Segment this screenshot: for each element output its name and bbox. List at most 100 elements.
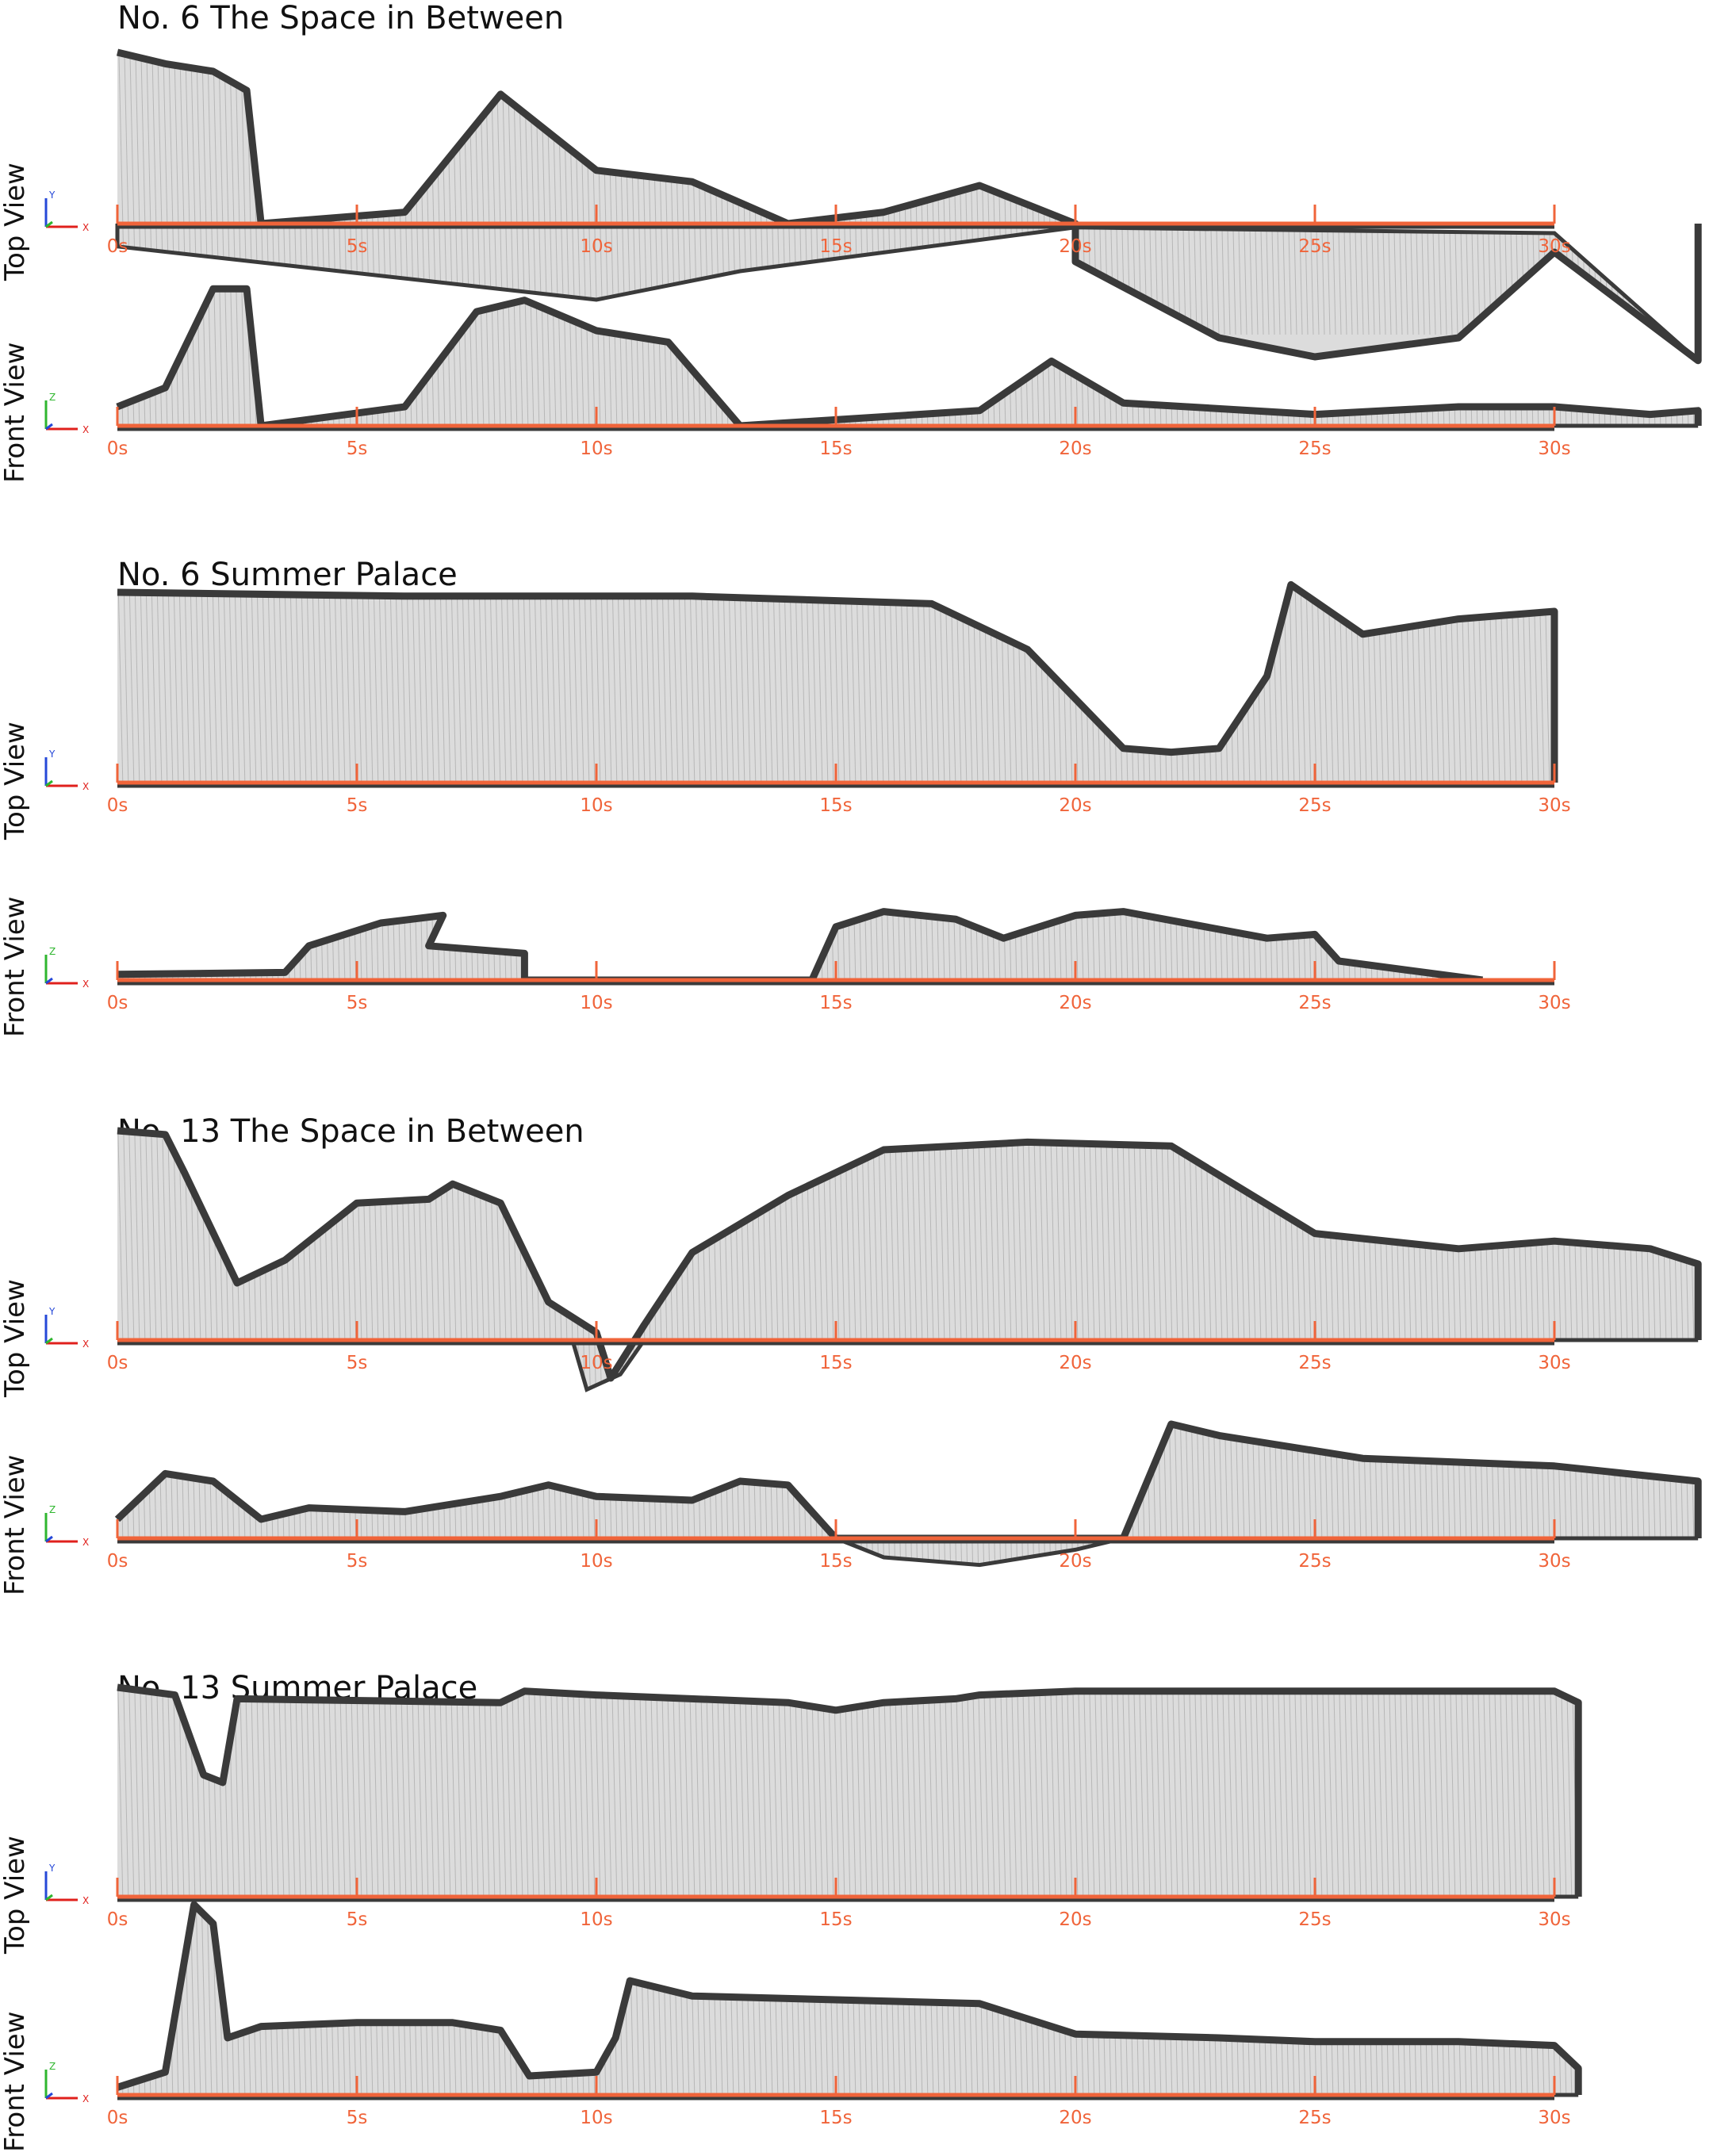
tick-label: 15s (819, 1909, 852, 1930)
horizontal-axis-letter: X (82, 222, 89, 233)
tick-label: 30s (1538, 2108, 1570, 2128)
view-label: Top View (0, 163, 31, 281)
tick-label: 15s (819, 236, 852, 257)
horizontal-axis-letter: X (82, 1338, 89, 1350)
section-title: No. 13 The Space in Between (117, 1113, 584, 1150)
motion-trace-outline (114, 1420, 1702, 1542)
tick-label: 5s (347, 993, 368, 1013)
tick-label: 10s (580, 236, 612, 257)
tick-label: 25s (1298, 795, 1331, 816)
motion-trace-outline (116, 285, 1702, 430)
section-2: No. 6 Summer Palace Top View Y X 0s 5s 10s 15s 2… (0, 557, 1571, 1038)
tick-label: 30s (1538, 795, 1570, 816)
tick-label: 20s (1059, 2108, 1091, 2128)
vertical-axis-letter: Z (49, 392, 56, 403)
tick-label: 10s (580, 1353, 612, 1373)
vertical-axis-letter: Z (49, 1504, 56, 1515)
axis-gizmo-icon: ZX (44, 392, 89, 435)
motion-trace-area (117, 1131, 1699, 1390)
tick-label: 15s (819, 1353, 852, 1373)
top-view-panel: Top View Y X 0s 5s 10s 15s 20s 25s 30s (0, 580, 1571, 841)
tick-label: 5s (347, 2108, 368, 2128)
motion-trace-lower-outline (115, 224, 1700, 362)
tick-label: 0s (107, 795, 128, 816)
tick-label: 25s (1298, 438, 1331, 459)
tick-label: 10s (580, 438, 612, 459)
view-label: Top View (0, 1836, 31, 1955)
tick-label: 20s (1059, 236, 1091, 257)
vertical-axis-letter: Y (48, 1306, 56, 1317)
tick-label: 0s (107, 1909, 128, 1930)
tick-label: 20s (1059, 993, 1091, 1013)
view-label: Top View (0, 1279, 31, 1398)
horizontal-axis-letter: X (82, 424, 89, 435)
axis-gizmo-icon: YX (44, 190, 89, 233)
tick-label: 10s (580, 993, 612, 1013)
tick-label: 30s (1538, 236, 1570, 257)
vertical-axis-letter: Y (48, 190, 56, 201)
horizontal-axis-letter: X (82, 1537, 89, 1548)
view-label: Front View (0, 897, 31, 1038)
vertical-axis-letter: Y (48, 1863, 56, 1874)
section-title: No. 6 The Space in Between (117, 0, 564, 36)
tick-label: 15s (819, 2108, 852, 2128)
tick-label: 25s (1298, 1353, 1331, 1373)
tick-label: 20s (1059, 1353, 1091, 1373)
tick-label: 20s (1059, 438, 1091, 459)
tick-label: 20s (1059, 1551, 1091, 1572)
vertical-axis-letter: Z (49, 946, 56, 957)
tick-label: 30s (1538, 438, 1570, 459)
axis-gizmo-icon: ZX (44, 1504, 89, 1548)
tick-label: 30s (1538, 1909, 1570, 1930)
tick-label: 25s (1298, 2108, 1331, 2128)
view-label: Front View (0, 343, 31, 484)
motion-trace-area (117, 289, 1699, 426)
view-label: Front View (0, 2012, 31, 2153)
tick-label: 0s (107, 2108, 128, 2128)
tick-label: 0s (107, 1551, 128, 1572)
motion-trace-outline (116, 1901, 1582, 2095)
motion-trace-area (117, 1424, 1699, 1565)
tick-label: 5s (347, 795, 368, 816)
tick-label: 30s (1538, 1551, 1570, 1572)
motion-vector-lines (117, 1687, 1579, 1897)
tick-label: 10s (580, 2108, 612, 2128)
tick-label: 5s (347, 438, 368, 459)
axis-gizmo-icon: ZX (44, 946, 89, 990)
tick-label: 5s (347, 1353, 368, 1373)
axis-gizmo-icon: YX (44, 1863, 89, 1906)
tick-label: 15s (819, 993, 852, 1013)
vertical-axis-letter: Y (48, 749, 56, 760)
tick-label: 0s (107, 236, 128, 257)
tick-label: 20s (1059, 795, 1091, 816)
horizontal-axis-letter: X (82, 781, 89, 792)
horizontal-axis-letter: X (82, 2093, 89, 2104)
axis-gizmo-icon: YX (44, 1306, 89, 1350)
view-label: Front View (0, 1455, 31, 1596)
horizontal-axis-letter: X (82, 978, 89, 990)
tick-label: 25s (1298, 993, 1331, 1013)
tick-label: 0s (107, 438, 128, 459)
tick-label: 5s (347, 1551, 368, 1572)
tick-label: 10s (580, 795, 612, 816)
tick-label: 30s (1538, 993, 1570, 1013)
tick-label: 20s (1059, 1909, 1091, 1930)
motion-trace-outline (117, 1683, 1582, 1897)
view-label: Top View (0, 722, 31, 841)
motion-trace-outline (117, 580, 1558, 783)
motion-trace-area (117, 911, 1483, 980)
tick-label: 10s (580, 1909, 612, 1930)
section-title: No. 6 Summer Palace (117, 557, 458, 593)
tick-label: 15s (819, 438, 852, 459)
tick-label: 15s (819, 795, 852, 816)
